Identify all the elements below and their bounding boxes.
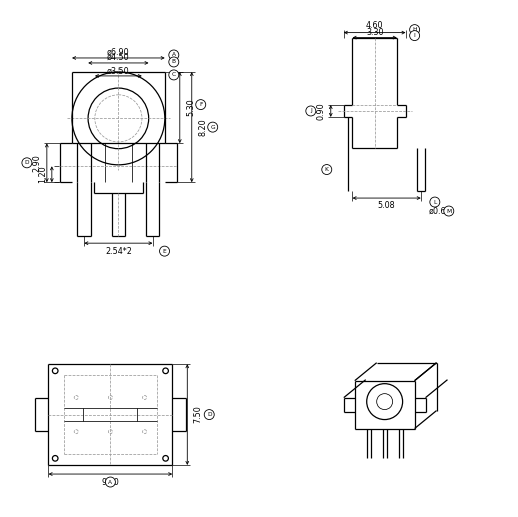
- Circle shape: [410, 25, 420, 35]
- Circle shape: [410, 31, 420, 41]
- Text: 8.20: 8.20: [198, 118, 207, 136]
- Circle shape: [196, 100, 206, 110]
- Circle shape: [204, 409, 214, 420]
- Text: 7.50: 7.50: [194, 406, 203, 423]
- Text: ø0.60: ø0.60: [429, 206, 451, 216]
- Text: G: G: [210, 125, 215, 130]
- Text: B: B: [172, 59, 176, 65]
- Text: 2.54*2: 2.54*2: [105, 247, 132, 255]
- Text: 9.20: 9.20: [102, 478, 119, 486]
- Text: C: C: [172, 72, 176, 78]
- Text: 2.90: 2.90: [32, 154, 41, 172]
- Circle shape: [169, 70, 179, 80]
- Circle shape: [169, 50, 179, 60]
- Text: 0.90: 0.90: [316, 102, 325, 120]
- Text: 3.30: 3.30: [366, 28, 383, 37]
- Circle shape: [444, 206, 454, 216]
- Text: K: K: [325, 167, 329, 172]
- Text: M: M: [446, 208, 451, 214]
- Circle shape: [306, 106, 316, 116]
- Text: ø6.90: ø6.90: [107, 48, 130, 56]
- Circle shape: [22, 158, 32, 168]
- Text: D: D: [207, 412, 211, 417]
- Circle shape: [106, 477, 116, 487]
- Text: 5.08: 5.08: [378, 201, 395, 209]
- Text: A: A: [172, 52, 176, 57]
- Text: D: D: [25, 160, 29, 165]
- Text: 5.30: 5.30: [186, 99, 195, 116]
- Text: 1.20: 1.20: [38, 165, 47, 183]
- Text: E: E: [163, 249, 166, 254]
- Text: L: L: [433, 200, 437, 205]
- Text: I: I: [414, 33, 415, 38]
- Circle shape: [430, 197, 440, 207]
- Text: A: A: [108, 480, 112, 484]
- Circle shape: [160, 246, 169, 256]
- Text: 4.60: 4.60: [366, 21, 383, 30]
- Circle shape: [208, 122, 218, 132]
- Circle shape: [322, 164, 332, 175]
- Text: H: H: [412, 27, 417, 32]
- Text: F: F: [199, 102, 203, 107]
- Text: J: J: [310, 109, 312, 113]
- Circle shape: [169, 57, 179, 67]
- Text: ø3.50: ø3.50: [107, 66, 130, 75]
- Text: ø4.50: ø4.50: [107, 52, 130, 62]
